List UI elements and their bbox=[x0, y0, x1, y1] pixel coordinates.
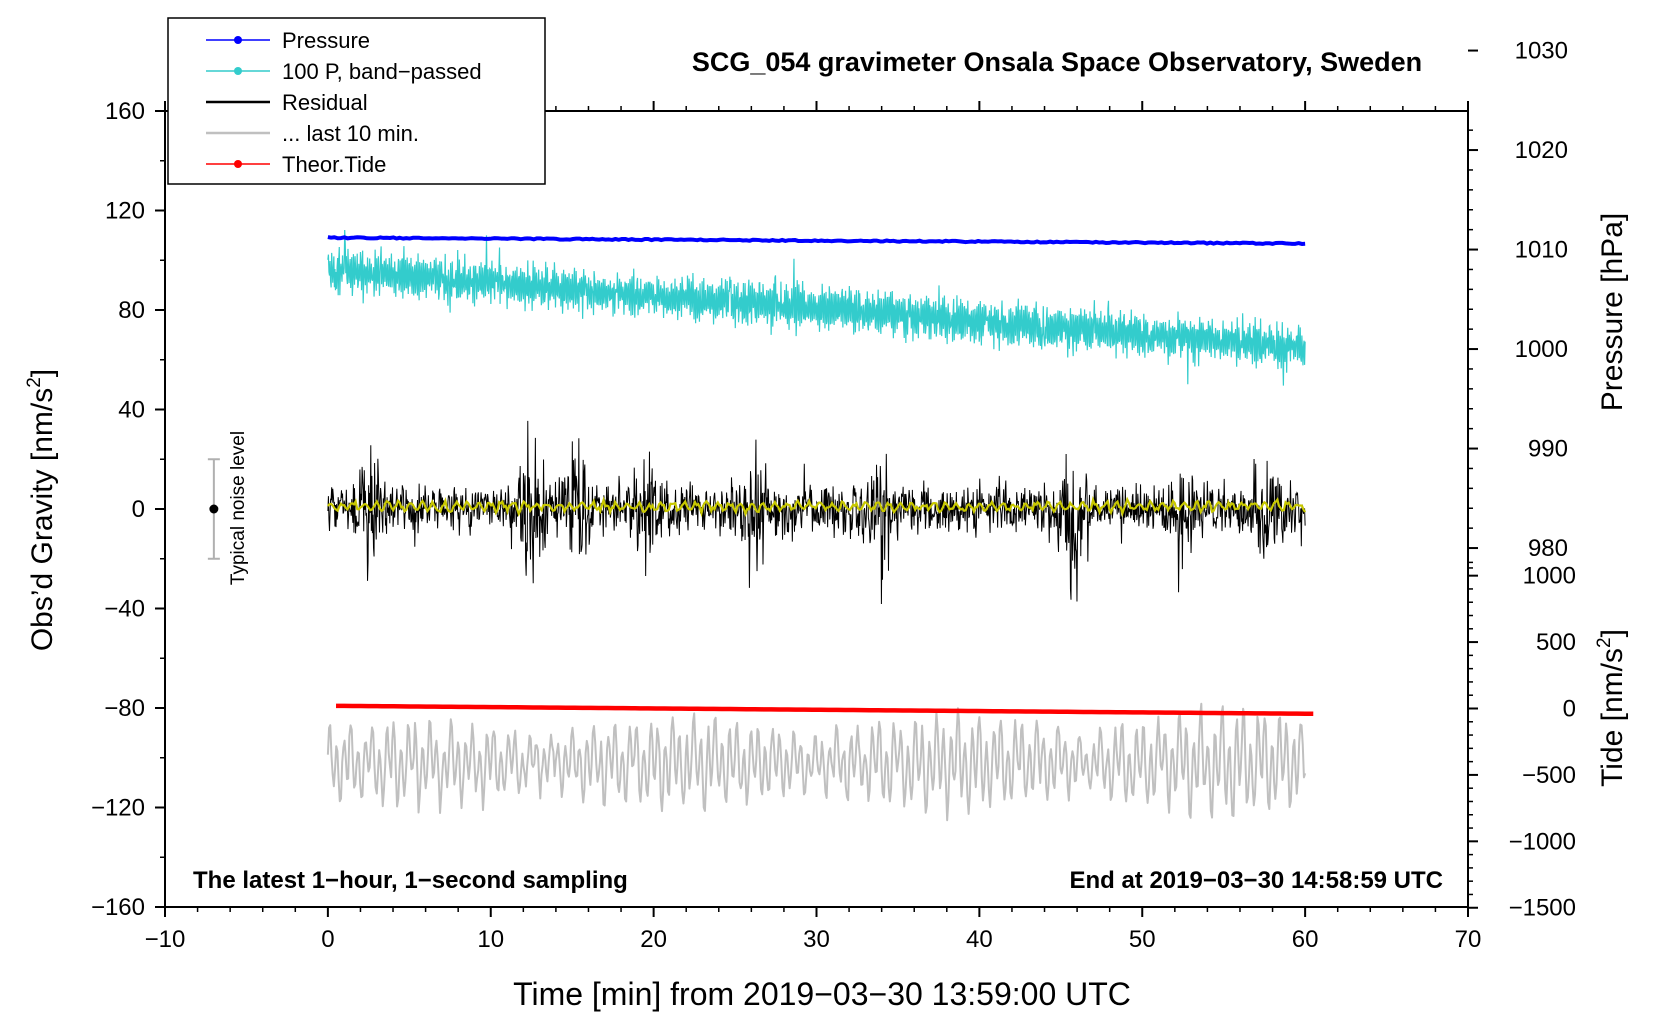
y-tick-label: 80 bbox=[118, 297, 145, 324]
legend-dot-100-p-band-passed bbox=[234, 67, 242, 75]
legend: Pressure 100 P, band−passed Residual ... la… bbox=[167, 17, 546, 185]
x-tick-label: 0 bbox=[321, 926, 334, 953]
y-axis-label-pressure: Pressure [hPa] bbox=[1596, 213, 1629, 411]
pressure-tick-label: 1000 bbox=[1515, 336, 1568, 363]
y-axis-label-tide-tail: ] bbox=[1596, 629, 1629, 637]
noise-marker bbox=[207, 458, 220, 560]
tide-tick-label: 0 bbox=[1563, 695, 1576, 722]
legend-label-last-10-min: ... last 10 min. bbox=[282, 121, 419, 146]
y-axis-label-tide: Tide [nm/s2] bbox=[1594, 629, 1629, 787]
series-pressure-line bbox=[327, 235, 1306, 246]
pressure-tick-label: 1020 bbox=[1515, 137, 1568, 164]
y-axis-label-left: Obs’d Gravity [nm/s2] bbox=[24, 369, 59, 651]
series-residual-line bbox=[327, 420, 1306, 605]
x-tick-label: 50 bbox=[1129, 926, 1156, 953]
x-tick-label: 10 bbox=[477, 926, 504, 953]
pressure-tick-label: 980 bbox=[1528, 535, 1568, 562]
x-tick-label: 70 bbox=[1455, 926, 1482, 953]
tide-tick-label: 500 bbox=[1536, 629, 1576, 656]
chart-title: SCG_054 gravimeter Onsala Space Observat… bbox=[692, 47, 1422, 77]
pressure-tick-label: 990 bbox=[1528, 436, 1568, 463]
y-tick-label: −40 bbox=[104, 596, 145, 623]
y-tick-label: 40 bbox=[118, 397, 145, 424]
x-tick-label: 40 bbox=[966, 926, 993, 953]
y-axis-label-left-text: Obs’d Gravity [nm/s bbox=[26, 388, 59, 651]
x-axis-label: Time [min] from 2019−03−30 13:59:00 UTC bbox=[513, 976, 1131, 1012]
x-tick-label: 60 bbox=[1292, 926, 1319, 953]
tide-tick-label: −1000 bbox=[1509, 828, 1576, 855]
y-tick-label: 0 bbox=[132, 496, 145, 523]
annotation-end-time: End at 2019−03−30 14:58:59 UTC bbox=[1069, 867, 1443, 894]
series-layer bbox=[326, 230, 1314, 822]
noise-level-label: Typical noise level bbox=[228, 431, 249, 585]
y-tick-label: 120 bbox=[105, 198, 145, 225]
legend-dot-pressure bbox=[234, 36, 242, 44]
annotation-sampling: The latest 1−hour, 1−second sampling bbox=[193, 867, 628, 894]
x-tick-label: −10 bbox=[145, 926, 186, 953]
series-residual-smoothed-line bbox=[327, 495, 1307, 518]
legend-dot-theor-tide bbox=[234, 160, 242, 168]
pressure-tick-label: 1010 bbox=[1515, 237, 1568, 264]
y-tick-label: −160 bbox=[91, 894, 145, 921]
y-tick-label: 160 bbox=[105, 98, 145, 125]
series-last-10-min-line bbox=[326, 702, 1307, 822]
y-axis-label-left-tail: ] bbox=[26, 369, 59, 377]
series-theoretical-tide-line bbox=[336, 703, 1314, 717]
y-axis-label-left-sup: 2 bbox=[24, 377, 45, 388]
legend-label-pressure: Pressure bbox=[282, 28, 370, 53]
tide-tick-label: −1500 bbox=[1509, 895, 1576, 922]
pressure-tick-label: 1030 bbox=[1515, 38, 1568, 65]
y-tick-label: −120 bbox=[91, 795, 145, 822]
tide-tick-label: −500 bbox=[1522, 762, 1576, 789]
legend-label-100-p-band-passed: 100 P, band−passed bbox=[282, 59, 482, 84]
y-axis-label-tide-sup: 2 bbox=[1594, 637, 1615, 648]
axes-layer: −10 0 10 20 30 40 50 60 70−160−120−80−4004080120… bbox=[91, 38, 1576, 953]
x-tick-label: 20 bbox=[640, 926, 667, 953]
legend-label-theor-tide: Theor.Tide bbox=[282, 152, 386, 177]
tide-tick-label: 1000 bbox=[1523, 563, 1576, 590]
series-band-passed-pressure-line bbox=[327, 230, 1306, 386]
y-axis-label-tide-text: Tide [nm/s bbox=[1596, 648, 1629, 787]
x-tick-label: 30 bbox=[803, 926, 830, 953]
noise-center-dot bbox=[209, 504, 219, 514]
y-tick-label: −80 bbox=[104, 695, 145, 722]
legend-label-residual: Residual bbox=[282, 90, 368, 115]
